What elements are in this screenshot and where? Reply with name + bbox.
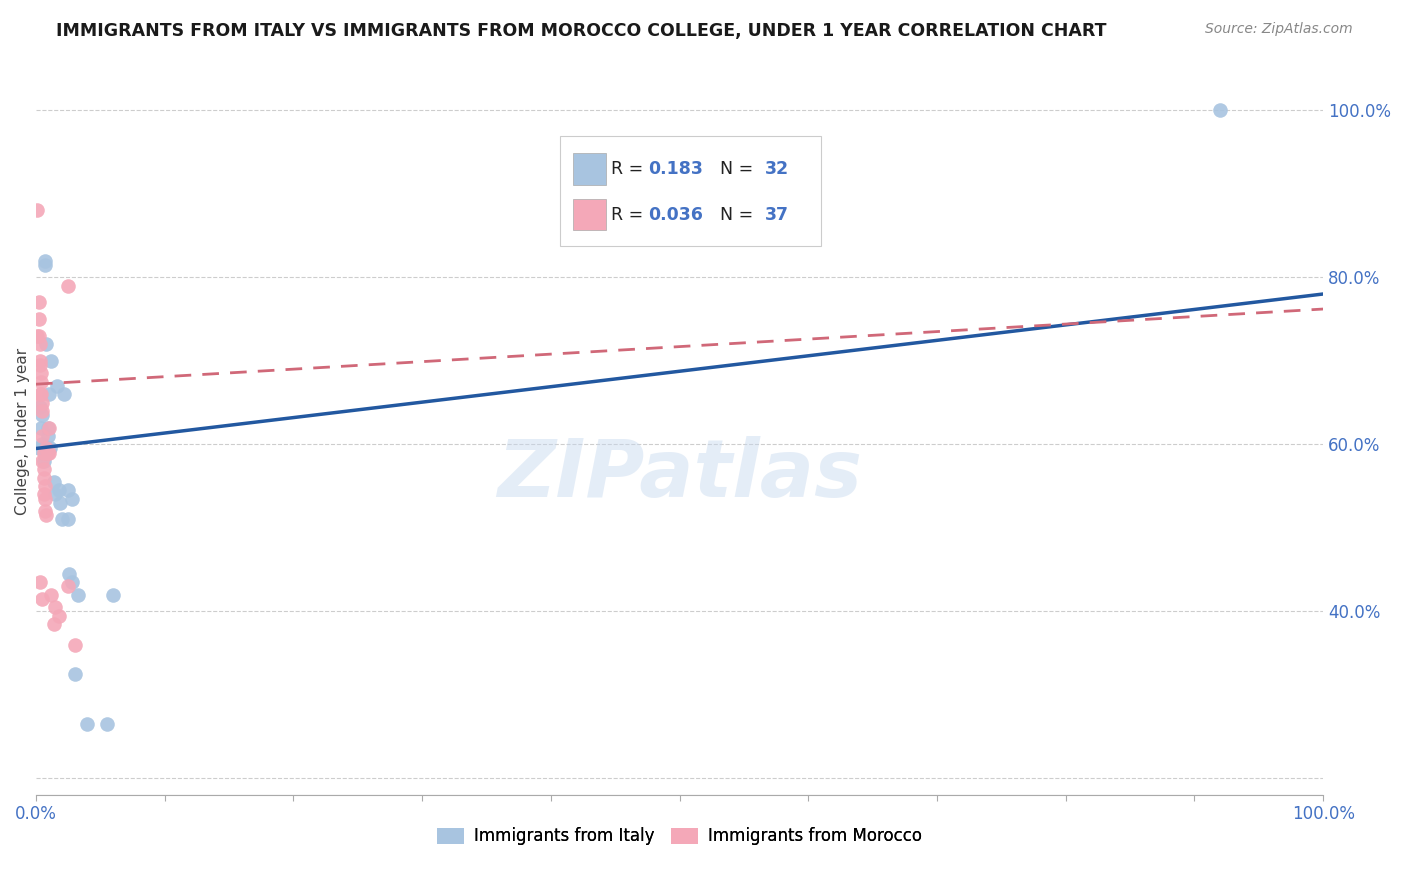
Text: 32: 32 — [765, 160, 789, 178]
Point — [67, 588, 90, 602]
Point — [28, 353, 51, 368]
Point — [25, 203, 48, 218]
Point — [49, 496, 72, 510]
Text: Source: ZipAtlas.com: Source: ZipAtlas.com — [1205, 22, 1353, 37]
Point — [27, 328, 49, 343]
Point — [38, 420, 60, 434]
Point — [31, 429, 53, 443]
Point — [32, 445, 55, 459]
Point — [27, 295, 49, 310]
Point — [41, 353, 63, 368]
Point — [28, 337, 51, 351]
Point — [56, 278, 79, 293]
Point — [32, 487, 55, 501]
Point — [27, 442, 49, 456]
Point — [76, 717, 98, 731]
Point — [31, 408, 53, 422]
Point — [28, 358, 51, 372]
Text: 37: 37 — [765, 205, 789, 224]
Point — [41, 588, 63, 602]
Point — [44, 487, 66, 501]
Point — [53, 387, 76, 401]
Point — [28, 387, 51, 401]
Point — [56, 483, 79, 498]
Point — [42, 475, 65, 489]
Point — [32, 462, 55, 476]
Text: R =: R = — [612, 205, 650, 224]
Point — [60, 575, 83, 590]
Text: 0.036: 0.036 — [648, 205, 703, 224]
Point — [45, 379, 67, 393]
Point — [38, 445, 60, 459]
Point — [34, 479, 56, 493]
Point — [96, 717, 118, 731]
Point — [38, 387, 60, 401]
Point — [101, 588, 124, 602]
Point — [48, 608, 70, 623]
Point — [51, 512, 73, 526]
Point — [31, 437, 53, 451]
Text: N =: N = — [709, 205, 758, 224]
Point — [32, 454, 55, 468]
Point — [35, 508, 58, 523]
Text: IMMIGRANTS FROM ITALY VS IMMIGRANTS FROM MOROCCO COLLEGE, UNDER 1 YEAR CORRELATI: IMMIGRANTS FROM ITALY VS IMMIGRANTS FROM… — [56, 22, 1107, 40]
Point — [31, 454, 53, 468]
Point — [34, 504, 56, 518]
Text: R =: R = — [612, 160, 650, 178]
Point — [31, 404, 53, 418]
Point — [48, 483, 70, 498]
Point — [58, 566, 80, 581]
Point — [44, 600, 66, 615]
Point — [37, 420, 59, 434]
Point — [37, 445, 59, 459]
Point — [42, 616, 65, 631]
Point — [56, 512, 79, 526]
Point — [30, 375, 52, 389]
Point — [35, 337, 58, 351]
Point — [27, 312, 49, 326]
Point — [25, 328, 48, 343]
Point — [32, 471, 55, 485]
Text: N =: N = — [709, 160, 758, 178]
Text: ZIPatlas: ZIPatlas — [498, 436, 862, 515]
Point — [30, 387, 52, 401]
Point — [28, 575, 51, 590]
Point — [34, 491, 56, 506]
Point — [37, 429, 59, 443]
Point — [56, 579, 79, 593]
Point — [1209, 103, 1232, 118]
Point — [30, 367, 52, 381]
Point — [39, 442, 62, 456]
Point — [63, 638, 86, 652]
Legend: Immigrants from Italy, Immigrants from Morocco: Immigrants from Italy, Immigrants from M… — [430, 821, 928, 852]
Point — [60, 491, 83, 506]
Point — [63, 667, 86, 681]
Point — [34, 253, 56, 268]
Point — [34, 258, 56, 272]
Point — [28, 400, 51, 414]
Y-axis label: College, Under 1 year: College, Under 1 year — [15, 348, 31, 516]
Point — [30, 420, 52, 434]
Point — [35, 442, 58, 456]
Text: 0.183: 0.183 — [648, 160, 703, 178]
Point — [31, 395, 53, 409]
Point — [31, 591, 53, 606]
